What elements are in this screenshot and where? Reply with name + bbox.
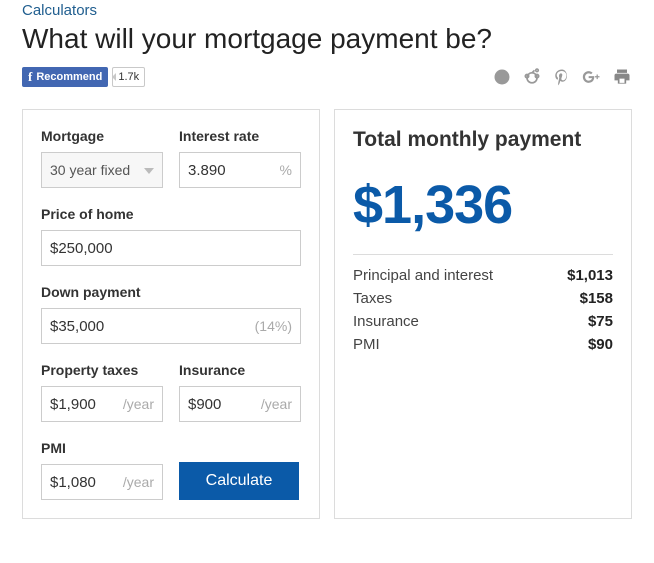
down-label: Down payment: [41, 284, 301, 300]
insurance-unit: /year: [257, 396, 292, 412]
down-input[interactable]: [50, 318, 251, 335]
result-pmi-value: $90: [588, 336, 613, 353]
price-label: Price of home: [41, 206, 301, 222]
pinterest-icon[interactable]: [552, 67, 572, 87]
taxes-unit: /year: [119, 396, 154, 412]
reddit-icon[interactable]: [522, 67, 542, 87]
result-line-ins: Insurance $75: [353, 313, 613, 330]
result-line-tax: Taxes $158: [353, 290, 613, 307]
result-tax-value: $158: [580, 290, 613, 307]
pmi-input[interactable]: [50, 474, 119, 491]
print-icon[interactable]: [612, 67, 632, 87]
result-pi-label: Principal and interest: [353, 267, 493, 284]
mortgage-value: 30 year fixed: [50, 162, 130, 178]
price-input[interactable]: [50, 240, 292, 257]
result-ins-label: Insurance: [353, 313, 419, 330]
result-title: Total monthly payment: [353, 128, 613, 152]
stumble-icon[interactable]: [492, 67, 512, 87]
result-pi-value: $1,013: [567, 267, 613, 284]
pmi-label: PMI: [41, 440, 163, 456]
facebook-icon: f: [28, 69, 32, 85]
mortgage-label: Mortgage: [41, 128, 163, 144]
result-line-pi: Principal and interest $1,013: [353, 267, 613, 284]
calculate-button[interactable]: Calculate: [179, 462, 299, 500]
share-bar: f Recommend 1.7k: [22, 67, 632, 87]
breadcrumb[interactable]: Calculators: [22, 0, 632, 23]
facebook-recommend[interactable]: f Recommend 1.7k: [22, 67, 145, 87]
down-pct: (14%): [251, 318, 292, 334]
result-total: $1,336: [353, 174, 613, 236]
result-line-pmi: PMI $90: [353, 336, 613, 353]
result-pmi-label: PMI: [353, 336, 380, 353]
interest-label: Interest rate: [179, 128, 301, 144]
taxes-input[interactable]: [50, 396, 119, 413]
insurance-label: Insurance: [179, 362, 301, 378]
recommend-count: 1.7k: [112, 67, 145, 87]
page-title: What will your mortgage payment be?: [22, 23, 632, 55]
interest-unit: %: [276, 162, 292, 178]
result-tax-label: Taxes: [353, 290, 392, 307]
interest-input[interactable]: [188, 162, 276, 179]
form-panel: Mortgage 30 year fixed Interest rate % P…: [22, 109, 320, 519]
taxes-label: Property taxes: [41, 362, 163, 378]
result-ins-value: $75: [588, 313, 613, 330]
pmi-unit: /year: [119, 474, 154, 490]
googleplus-icon[interactable]: [582, 67, 602, 87]
insurance-input[interactable]: [188, 396, 257, 413]
recommend-label: Recommend: [36, 71, 102, 83]
mortgage-select[interactable]: 30 year fixed: [41, 152, 163, 188]
chevron-down-icon: [144, 168, 154, 174]
result-panel: Total monthly payment $1,336 Principal a…: [334, 109, 632, 519]
result-divider: [353, 254, 613, 255]
